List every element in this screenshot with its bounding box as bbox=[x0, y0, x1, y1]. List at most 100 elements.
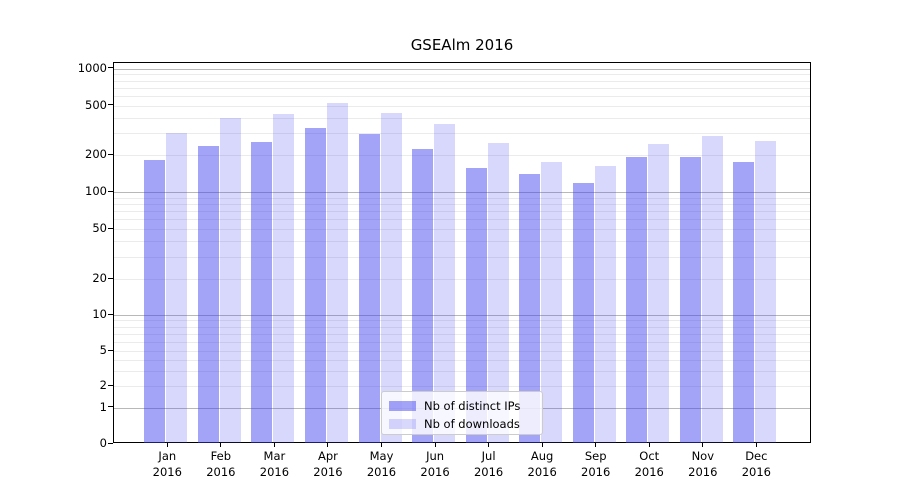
gridline-minor bbox=[114, 74, 810, 76]
y-tick-label: 10 bbox=[92, 307, 107, 321]
y-tick-label: 20 bbox=[92, 271, 107, 285]
gridline-minor bbox=[114, 95, 810, 97]
y-tick bbox=[108, 104, 113, 106]
legend-label-downloads: Nb of downloads bbox=[424, 416, 520, 431]
bar-nb-of-downloads-nov-2016 bbox=[701, 135, 723, 443]
x-tick bbox=[327, 443, 329, 447]
gridline-minor bbox=[114, 320, 810, 322]
bar-nb-of-distinct-ips-apr-2016 bbox=[304, 128, 326, 443]
bar-nb-of-distinct-ips-jun-2016 bbox=[412, 148, 434, 443]
y-tick bbox=[108, 406, 113, 407]
x-tick bbox=[541, 443, 543, 447]
bar-nb-of-downloads-may-2016 bbox=[380, 113, 402, 443]
gridline-minor bbox=[114, 341, 810, 343]
y-tick-label: 100 bbox=[85, 184, 107, 198]
y-tick-label: 500 bbox=[85, 97, 107, 112]
x-tick bbox=[166, 443, 168, 447]
legend-swatch-downloads bbox=[389, 418, 416, 429]
y-tick-label: 50 bbox=[92, 221, 107, 235]
bar-nb-of-downloads-aug-2016 bbox=[541, 162, 563, 443]
x-tick-label: Oct 2016 bbox=[634, 449, 664, 479]
x-tick bbox=[434, 443, 436, 447]
gridline-minor bbox=[114, 80, 810, 82]
y-tick-label: 0 bbox=[99, 436, 107, 450]
y-tick-label: 200 bbox=[85, 147, 107, 161]
x-tick bbox=[273, 443, 275, 447]
bar-nb-of-downloads-oct-2016 bbox=[648, 143, 670, 443]
legend-swatch-distinct-ips bbox=[389, 400, 416, 411]
bar-nb-of-downloads-jan-2016 bbox=[166, 133, 188, 443]
bar-nb-of-distinct-ips-may-2016 bbox=[358, 134, 380, 443]
gridline-minor bbox=[114, 241, 810, 243]
bar-nb-of-distinct-ips-sep-2016 bbox=[572, 183, 594, 443]
gridline-minor bbox=[114, 87, 810, 89]
y-tick bbox=[108, 349, 113, 351]
bar-nb-of-distinct-ips-jul-2016 bbox=[465, 167, 487, 443]
y-tick bbox=[108, 190, 113, 192]
bar-nb-of-downloads-apr-2016 bbox=[326, 102, 348, 443]
gridline-minor bbox=[114, 229, 810, 230]
legend: Nb of distinct IPs Nb of downloads bbox=[381, 391, 543, 435]
gridline-minor bbox=[114, 219, 810, 221]
bar-nb-of-distinct-ips-oct-2016 bbox=[626, 157, 648, 443]
legend-item-distinct-ips: Nb of distinct IPs bbox=[382, 397, 542, 414]
x-tick-label: Aug 2016 bbox=[527, 449, 557, 479]
bar-nb-of-distinct-ips-feb-2016 bbox=[197, 146, 219, 443]
y-tick-label: 5 bbox=[99, 343, 107, 357]
x-tick-label: Jun 2016 bbox=[420, 449, 450, 479]
bar-nb-of-downloads-jun-2016 bbox=[434, 124, 456, 443]
x-tick-label: Jul 2016 bbox=[473, 449, 504, 479]
x-tick bbox=[755, 443, 757, 447]
gridline-minor bbox=[114, 197, 810, 199]
x-tick-label: Dec 2016 bbox=[741, 449, 771, 479]
y-tick-label: 2 bbox=[99, 378, 107, 392]
bar-nb-of-distinct-ips-jan-2016 bbox=[144, 159, 166, 443]
gridline-minor bbox=[114, 133, 810, 135]
gridline-minor bbox=[114, 359, 810, 361]
gridline-minor bbox=[114, 105, 810, 107]
gridline-minor bbox=[114, 326, 810, 328]
legend-label-distinct-ips: Nb of distinct IPs bbox=[424, 398, 521, 413]
bar-nb-of-distinct-ips-mar-2016 bbox=[251, 141, 273, 443]
x-tick bbox=[648, 443, 650, 447]
gridline-major bbox=[114, 315, 810, 316]
gridline-minor bbox=[114, 279, 810, 280]
gridline-minor bbox=[114, 370, 810, 372]
x-tick bbox=[220, 443, 222, 447]
y-tick bbox=[108, 277, 113, 279]
chart-title: GSEAlm 2016 bbox=[410, 36, 514, 54]
y-tick-label: 1 bbox=[99, 399, 107, 414]
gridline-minor bbox=[114, 155, 810, 156]
y-tick bbox=[108, 153, 113, 155]
x-tick-label: Feb 2016 bbox=[206, 449, 236, 479]
y-tick bbox=[108, 313, 113, 315]
bar-nb-of-distinct-ips-dec-2016 bbox=[733, 162, 755, 443]
gridline-minor bbox=[114, 386, 810, 387]
bar-nb-of-downloads-mar-2016 bbox=[273, 113, 295, 443]
y-tick bbox=[108, 227, 113, 229]
gridline-minor bbox=[114, 211, 810, 213]
bar-nb-of-downloads-sep-2016 bbox=[594, 165, 616, 443]
y-tick bbox=[108, 67, 113, 68]
bar-nb-of-downloads-feb-2016 bbox=[219, 117, 241, 443]
bar-nb-of-downloads-dec-2016 bbox=[755, 140, 777, 443]
x-tick-label: Jan 2016 bbox=[152, 449, 182, 479]
x-tick bbox=[488, 443, 490, 447]
x-tick-label: Nov 2016 bbox=[688, 449, 718, 479]
bar-nb-of-distinct-ips-aug-2016 bbox=[519, 174, 541, 443]
gridline-minor bbox=[114, 203, 810, 205]
x-tick-label: Apr 2016 bbox=[313, 449, 343, 479]
gridline-minor bbox=[114, 333, 810, 335]
gridline-minor bbox=[114, 256, 810, 258]
gridline-minor bbox=[114, 117, 810, 119]
y-tick-label: 1000 bbox=[77, 60, 107, 75]
plot-area bbox=[113, 62, 811, 443]
gridline-major bbox=[114, 68, 810, 70]
bar-nb-of-downloads-jul-2016 bbox=[487, 143, 509, 443]
y-tick bbox=[108, 384, 113, 386]
x-tick bbox=[381, 443, 382, 447]
y-tick bbox=[108, 442, 113, 444]
x-tick bbox=[595, 443, 597, 447]
x-tick-label: Sep 2016 bbox=[581, 449, 611, 479]
